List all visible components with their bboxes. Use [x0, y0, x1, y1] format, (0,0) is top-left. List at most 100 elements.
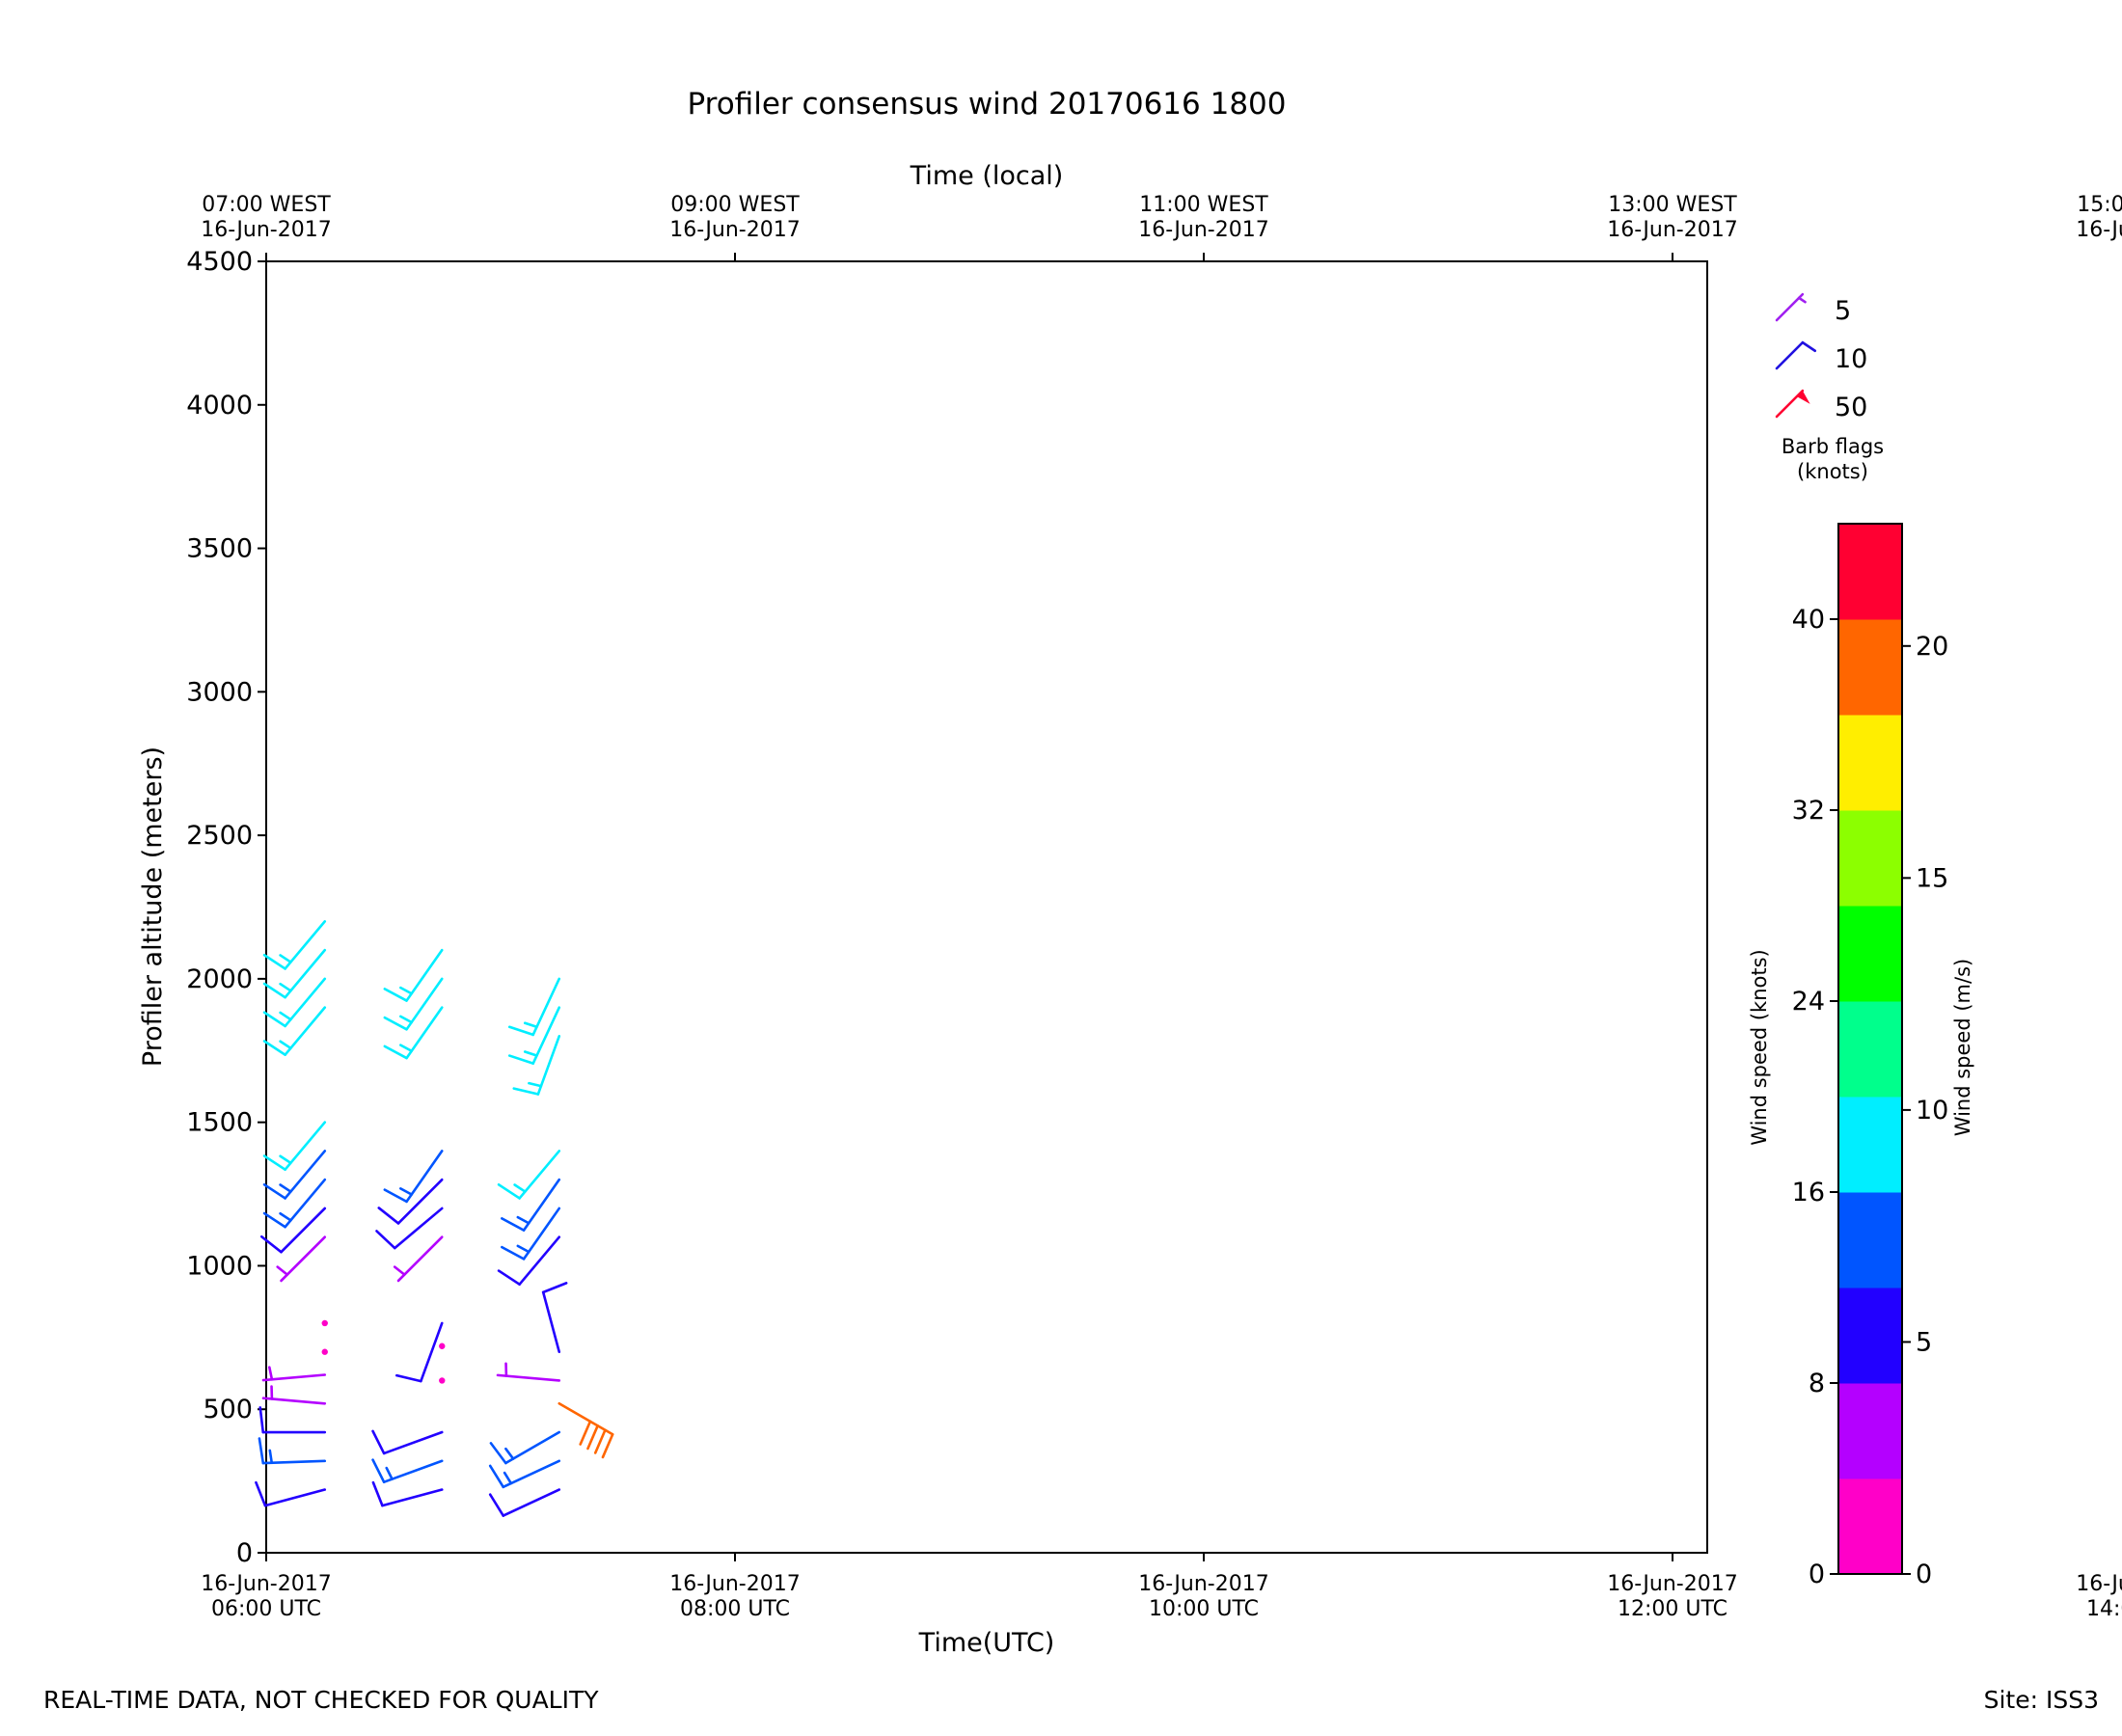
barb-full	[377, 1207, 400, 1225]
wind-barb	[501, 1178, 561, 1232]
barb-full	[497, 1269, 521, 1287]
barb-half	[385, 1466, 394, 1480]
calm-dot	[439, 1377, 446, 1384]
y-axis-label: Profiler altitude (meters)	[138, 746, 168, 1067]
barb-shaft	[504, 1430, 561, 1465]
barb-full	[383, 1188, 408, 1204]
barb-half	[268, 1366, 274, 1381]
barb-shaft	[261, 1459, 327, 1465]
barb-shaft	[420, 1321, 444, 1383]
barb-flag	[1796, 391, 1810, 404]
colorbar-ms-label: 10	[1916, 1096, 1948, 1126]
barb-full	[601, 1432, 614, 1459]
barb-full	[507, 1054, 535, 1065]
barb-full	[512, 1087, 540, 1096]
wind-barb	[394, 1321, 444, 1383]
colorbar-segment	[1838, 715, 1902, 811]
barb-shaft	[284, 920, 327, 970]
colorbar-knots-label: 40	[1792, 605, 1825, 635]
wind-barb	[258, 1437, 327, 1465]
x-tick-label-date: 16-Jun-2017	[669, 1572, 800, 1596]
colorbar-segment	[1838, 619, 1902, 716]
barb-shaft	[405, 977, 444, 1031]
y-tick-label: 3000	[186, 677, 253, 707]
colorbar-ms-label: 15	[1916, 863, 1948, 893]
colorbar-label-ms: Wind speed (m/s)	[1951, 959, 1974, 1136]
barb-full	[375, 1230, 396, 1250]
barb-shaft	[496, 1373, 561, 1382]
barb-full	[262, 982, 286, 999]
barb-full	[258, 1406, 265, 1434]
barb-legend: Barb flags (knots) 5 10 50	[1775, 292, 1884, 483]
barb-full	[501, 1245, 526, 1261]
wind-barb	[439, 1377, 446, 1384]
barb-full	[262, 1154, 286, 1171]
barb-legend-caption-line1: Barb flags	[1782, 435, 1884, 458]
x-tick-label-time: 06:00 UTC	[211, 1597, 321, 1621]
wind-barb	[501, 1207, 561, 1261]
barb-shaft	[280, 1235, 327, 1283]
top-tick-label-date: 16-Jun-2017	[1138, 218, 1268, 242]
barb-half	[523, 1021, 538, 1029]
wind-barb	[259, 1207, 327, 1254]
barb-full	[371, 1429, 386, 1455]
wind-barbs	[255, 920, 614, 1517]
x-tick-label-date: 16-Jun-2017	[2076, 1572, 2122, 1596]
x-tick-label-time: 08:00 UTC	[680, 1597, 790, 1621]
barb-half	[279, 954, 292, 963]
wind-barb	[262, 920, 327, 970]
wind-barb	[497, 1235, 561, 1287]
barb-full	[501, 1217, 526, 1232]
wind-barb	[558, 1401, 614, 1459]
barb-half	[279, 1011, 292, 1021]
wind-barb	[371, 1429, 444, 1455]
colorbar-knots-label: 24	[1792, 987, 1825, 1017]
colorbar-segment	[1838, 1478, 1902, 1575]
barb-half	[393, 1265, 406, 1276]
barb-half	[504, 1447, 515, 1460]
x-axis-label: Time(UTC)	[918, 1628, 1055, 1658]
x-tick-label-date: 16-Jun-2017	[201, 1572, 331, 1596]
wind-barb	[383, 948, 444, 1002]
barb-full	[383, 1016, 408, 1031]
wind-barb	[262, 1178, 327, 1229]
wind-barb	[262, 948, 327, 999]
wind-barb	[258, 1406, 327, 1434]
barb-full	[586, 1424, 599, 1451]
x-tick-label-date: 16-Jun-2017	[1138, 1572, 1268, 1596]
barb-shaft	[522, 1207, 561, 1261]
y-tick-label: 0	[236, 1538, 253, 1568]
calm-dot	[321, 1348, 328, 1355]
y-tick-label: 500	[203, 1395, 253, 1424]
y-tick-label: 4500	[186, 247, 253, 277]
barb-full	[507, 1025, 535, 1037]
legend-barb-label: 10	[1835, 344, 1867, 374]
barb-shaft	[280, 1207, 327, 1254]
barb-half	[1797, 296, 1807, 304]
barb-shaft	[502, 1459, 561, 1489]
barb-half	[399, 986, 413, 995]
wind-barb	[262, 1121, 327, 1171]
barb-full	[497, 1182, 521, 1200]
barb-shaft	[531, 977, 561, 1037]
barb-shaft	[381, 1488, 444, 1507]
wind-barb	[262, 1006, 327, 1056]
top-tick-label-date: 16-Jun-2017	[1607, 218, 1737, 242]
x-tick-label-date: 16-Jun-2017	[1607, 1572, 1737, 1596]
legend-barb-label: 5	[1835, 296, 1851, 326]
calm-dot	[321, 1319, 328, 1327]
wind-barb	[439, 1343, 446, 1349]
barb-shaft	[518, 1150, 561, 1200]
barb-shaft	[396, 1178, 444, 1225]
colorbar-segment	[1838, 1383, 1902, 1479]
barb-shaft	[382, 1430, 444, 1455]
barb-shaft	[284, 1006, 327, 1056]
y-axis-ticks: 0 500 1000 1500 2000 2500 3000 3500 4000 4500	[186, 247, 266, 1568]
barb-shaft	[284, 1121, 327, 1171]
wind-barb	[262, 1150, 327, 1200]
barb-half	[516, 1244, 530, 1254]
barb-full	[255, 1480, 267, 1507]
chart-title: Profiler consensus wind 20170616 1800	[688, 87, 1287, 122]
